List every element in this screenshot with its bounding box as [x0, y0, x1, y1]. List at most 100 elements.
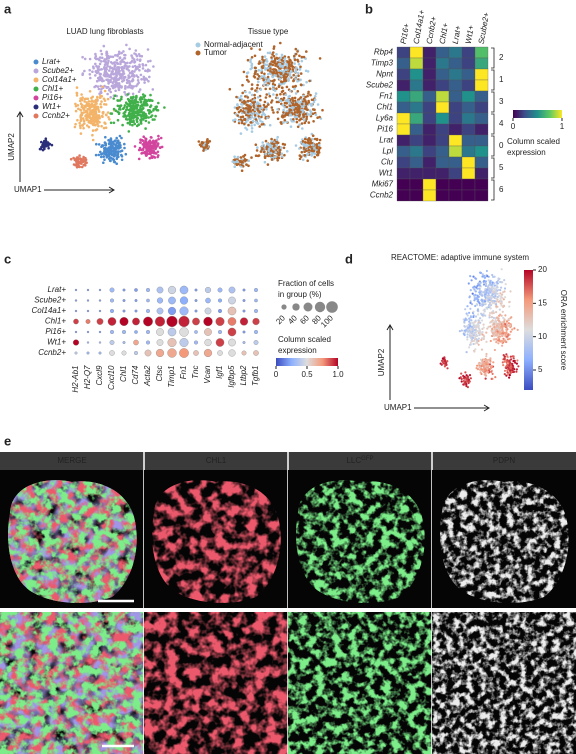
umap-point [121, 74, 124, 77]
umap-point [491, 273, 494, 277]
dot [109, 350, 115, 356]
heatmap-cell [448, 167, 463, 180]
umap-point [144, 127, 147, 130]
heatmap-cell [422, 90, 437, 103]
umap-point [497, 279, 500, 282]
umap-point [136, 79, 140, 82]
umap-point [87, 100, 91, 103]
umap-point [468, 296, 471, 299]
umap-point [296, 90, 300, 93]
dot [156, 286, 164, 294]
umap-point [127, 98, 131, 102]
umap-point [478, 284, 481, 287]
umap-point [306, 159, 310, 162]
umap-point [250, 93, 254, 97]
dot [109, 340, 115, 345]
umap-point [299, 110, 302, 114]
umap-point [153, 140, 156, 144]
umap-point [496, 316, 499, 319]
umap-point [91, 104, 95, 107]
umap-point [118, 56, 122, 59]
umap-point [469, 328, 472, 331]
umap-point [321, 108, 324, 112]
column-label: Cd74 [131, 365, 140, 385]
umap-point [280, 72, 283, 75]
umap-point [128, 123, 132, 126]
umap-point [268, 51, 272, 55]
umap-point [476, 294, 479, 297]
heatmap-cell [422, 101, 437, 114]
umap-point [239, 109, 243, 112]
umap-point [306, 94, 309, 98]
umap-point [501, 340, 504, 343]
micrograph-label: LLCGFP [346, 456, 373, 466]
dot [178, 315, 190, 327]
tissue-clip [152, 480, 281, 604]
heatmap-cell [409, 123, 424, 136]
umap-point [243, 122, 246, 126]
umap-point [282, 121, 285, 124]
umap-point [466, 386, 469, 389]
umap-point [268, 87, 272, 91]
umap-point [154, 114, 157, 118]
umap-point [109, 146, 113, 149]
dot [155, 348, 165, 358]
umap-point [108, 118, 111, 121]
umap-point [294, 144, 298, 147]
umap-point [134, 49, 138, 52]
umap-point [458, 330, 461, 333]
umap-point [131, 92, 135, 96]
umap-point [118, 85, 122, 89]
heatmap-cell [448, 123, 463, 136]
umap-point [93, 105, 97, 108]
umap-point [293, 58, 297, 61]
umap-point [281, 86, 284, 90]
umap-point [266, 75, 270, 79]
umap-point [148, 141, 151, 145]
umap-point [156, 143, 160, 146]
umap-point [442, 361, 445, 364]
umap-point [469, 322, 472, 326]
umap-point [273, 78, 276, 82]
umap-point [474, 348, 477, 351]
umap-point [101, 85, 104, 89]
umap-point [109, 121, 113, 125]
umap-point [495, 305, 498, 308]
dot [134, 299, 138, 302]
size-legend-label: 100 [319, 313, 335, 329]
umap-point [291, 85, 295, 88]
umap-point [97, 76, 101, 79]
umap-point [107, 88, 111, 92]
umap-point [262, 122, 265, 126]
umap-point [473, 331, 476, 334]
umap-point [136, 58, 139, 61]
umap-point [500, 334, 504, 337]
heatmap-cell [474, 68, 489, 81]
umap-point [467, 282, 470, 285]
umap-point [484, 280, 487, 283]
dot [194, 309, 198, 313]
umap-point [85, 110, 88, 113]
row-label: Npnt [376, 70, 394, 79]
umap-point [254, 89, 257, 92]
umap-point [104, 135, 107, 139]
umap-point [464, 308, 467, 311]
umap-point [476, 309, 479, 312]
column-label: H2-Q7 [83, 365, 92, 389]
umap-point [472, 275, 475, 278]
umap-point [478, 329, 481, 332]
umap-point [240, 121, 244, 125]
umap-point [145, 78, 149, 81]
umap-point [285, 105, 289, 109]
umap-point [297, 98, 300, 101]
umap-point [468, 380, 471, 383]
umap-point [482, 337, 485, 341]
umap-point [240, 169, 244, 172]
umap-point [108, 65, 112, 69]
umap-point [131, 59, 134, 63]
dot [121, 350, 127, 356]
umap-point [288, 108, 292, 111]
umap-point [141, 63, 144, 66]
legend-swatch [195, 50, 201, 56]
